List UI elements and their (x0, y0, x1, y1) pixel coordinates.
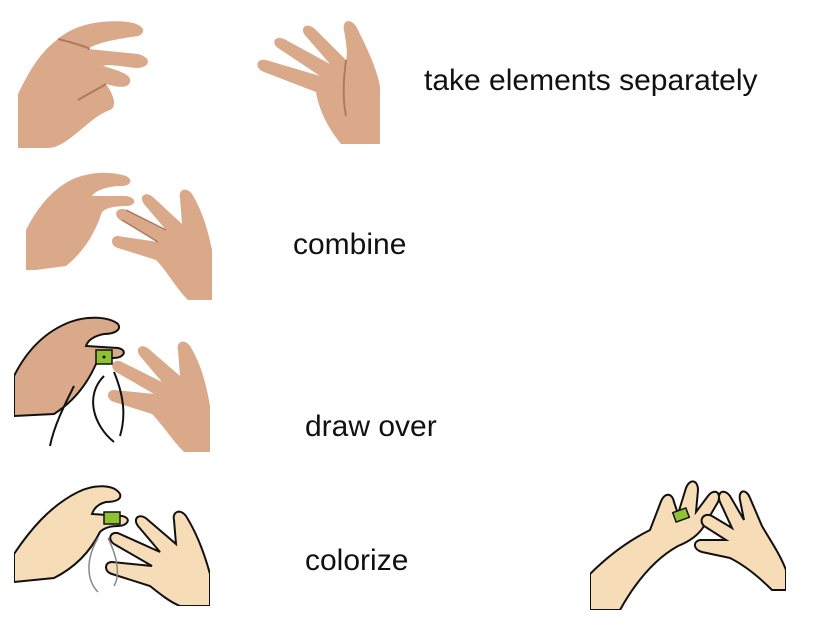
step-label-4: colorize (305, 544, 409, 577)
step-label-2: combine (293, 228, 407, 261)
step-label-1: take elements separately (424, 64, 758, 97)
open-hand-photo-icon (18, 14, 158, 148)
step-label-3: draw over (305, 410, 437, 443)
traced-hands-photo-icon (14, 316, 210, 452)
colorized-hands-final-drawing-icon (590, 474, 786, 610)
colorized-hands-drawing-icon (14, 482, 210, 606)
combined-hands-photo-icon (26, 170, 212, 300)
flat-palm-photo-icon (246, 16, 380, 144)
